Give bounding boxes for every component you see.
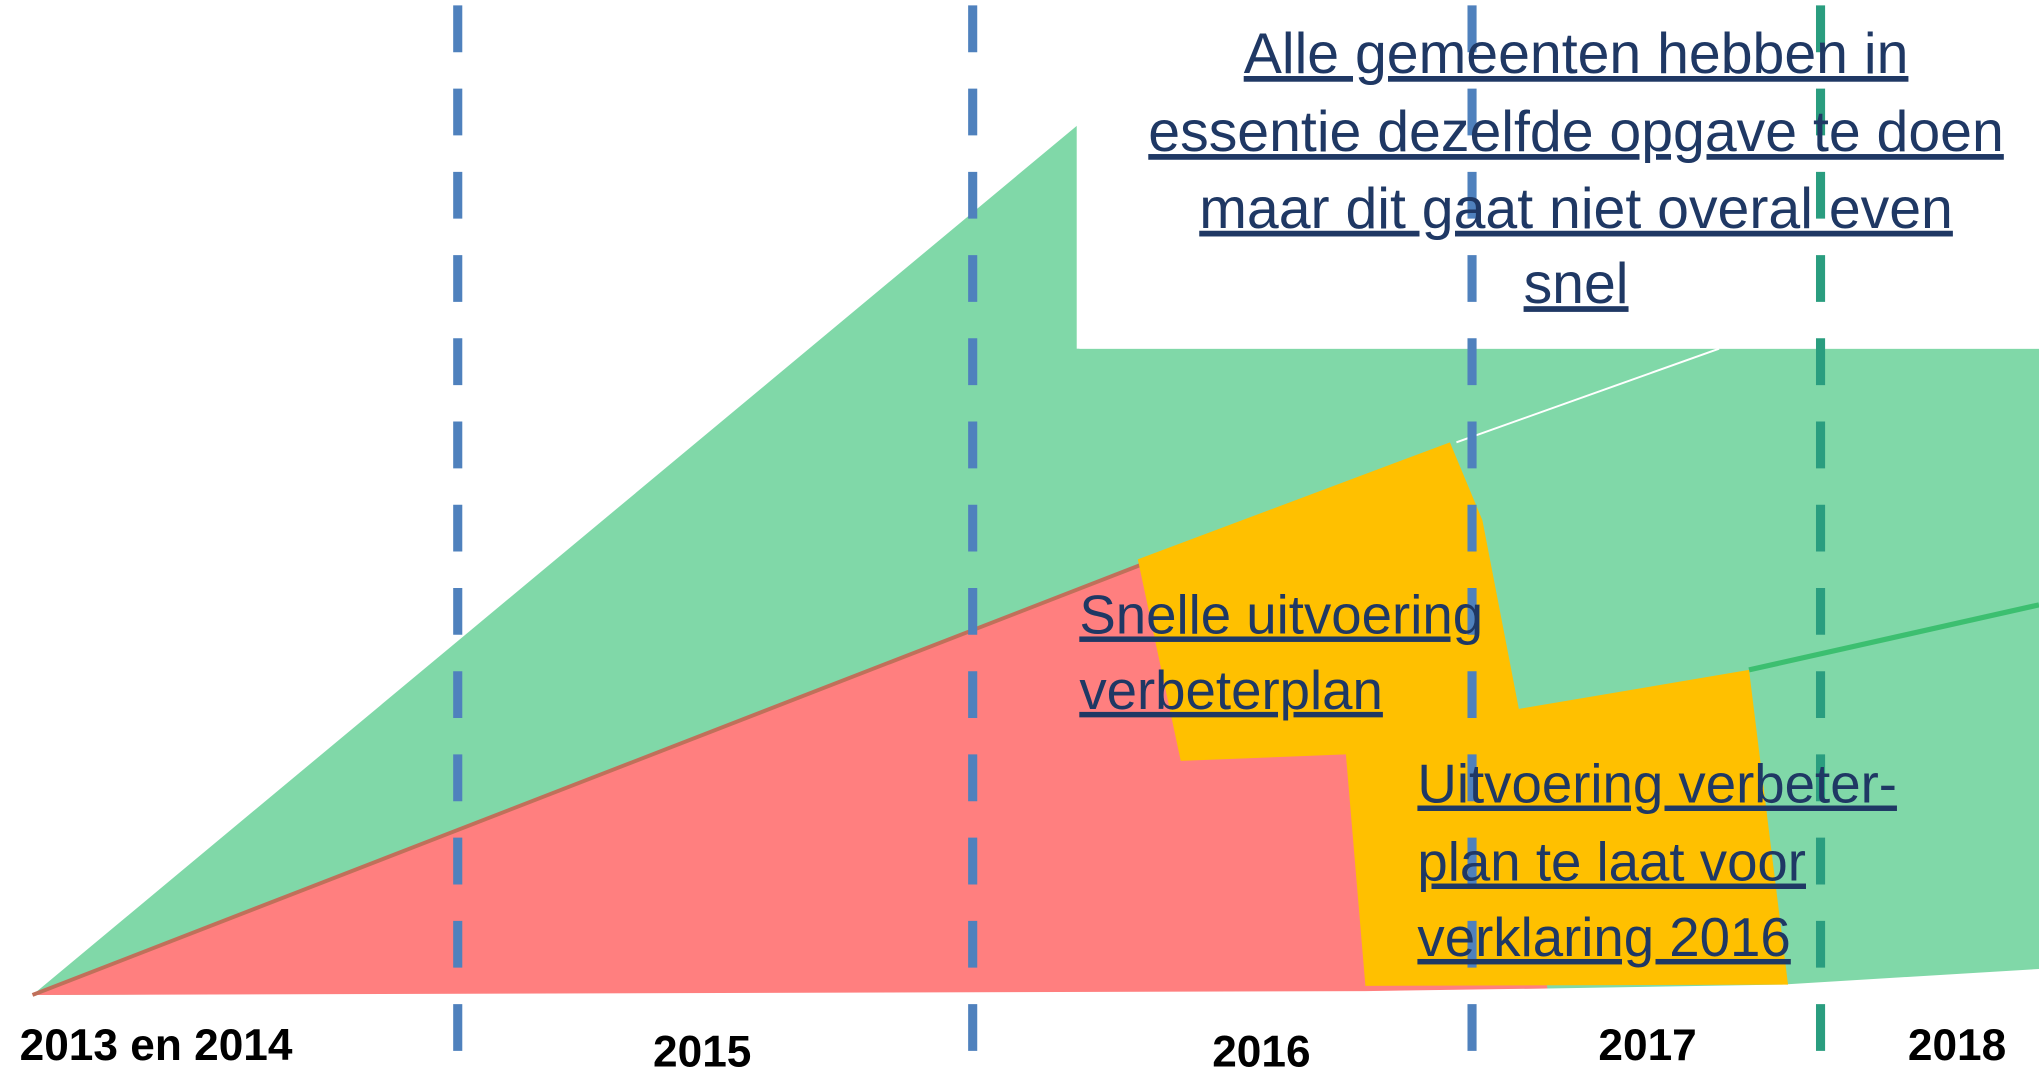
period-label: 2015 [653, 1028, 751, 1077]
green-line [1748, 602, 2039, 673]
callout-line: verklaring 2016 [1417, 907, 1790, 968]
period-label: 2018 [1908, 1021, 2006, 1070]
callout-line: Uitvoering verbeter- [1417, 754, 1897, 815]
callout-line: essentie dezelfde opgave te doen [1148, 100, 2004, 164]
callout-line: snel [1524, 252, 1629, 316]
callout-line: Snelle uitvoering [1079, 584, 1483, 645]
dividers [453, 5, 1826, 1081]
callout-line: maar dit gaat niet overal even [1199, 177, 1953, 241]
callout-top: Alle gemeenten hebben in essentie dezelf… [1148, 22, 2004, 316]
callout-line: Alle gemeenten hebben in [1244, 22, 1909, 86]
period-label: 2017 [1598, 1021, 1696, 1070]
period-label: 2016 [1212, 1028, 1310, 1077]
callout-fast: Snelle uitvoering verbeterplan [1079, 584, 1483, 720]
white-line [1456, 347, 1720, 444]
callout-box [1076, 0, 2039, 349]
periods: 2013 en 2014 2015 2016 2017 2018 [20, 1021, 2007, 1077]
callout-line: plan te laat voor [1417, 832, 1806, 893]
orange-area [1137, 442, 1789, 986]
callout-late: Uitvoering verbeter- plan te laat voor v… [1417, 754, 1897, 968]
period-label: 2013 en 2014 [20, 1021, 293, 1070]
callout-line: verbeterplan [1079, 660, 1383, 721]
